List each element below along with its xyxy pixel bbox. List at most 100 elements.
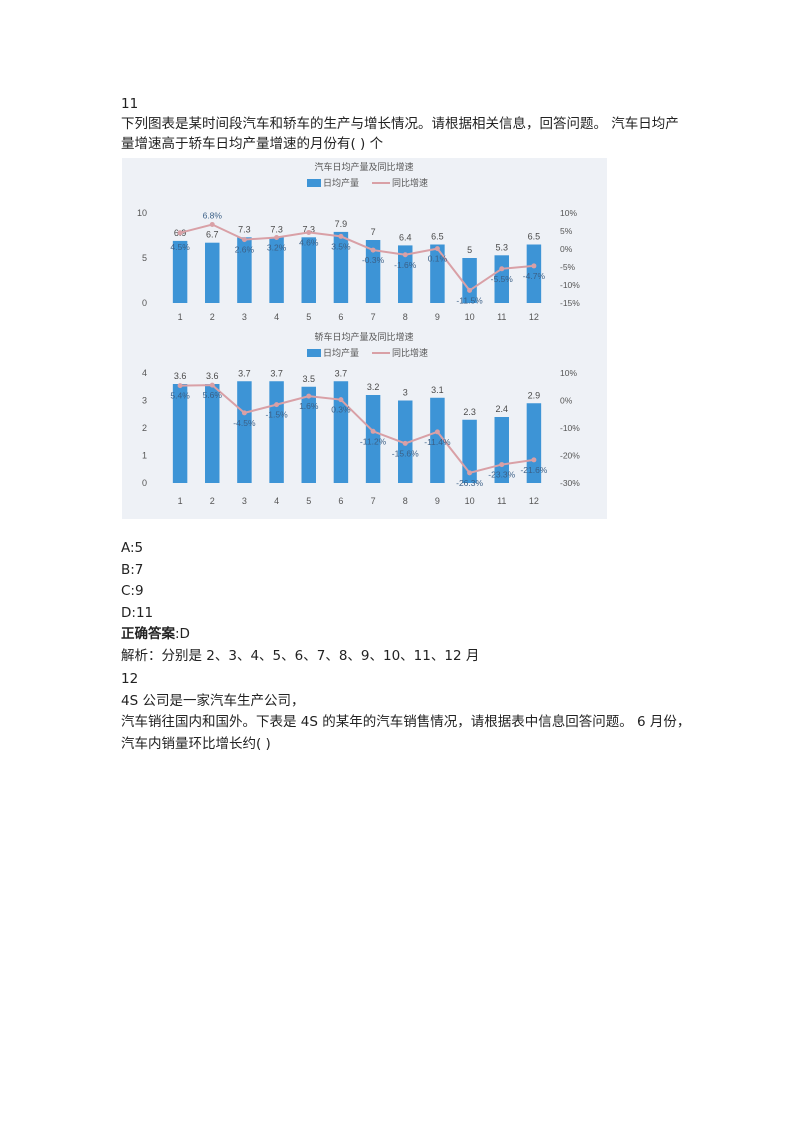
growth-point (209, 382, 215, 388)
bar (237, 381, 252, 483)
question-text: 下列图表是某时间段汽车和轿车的生产与增长情况。请根据相关信息，回答问题。 汽车日… (121, 116, 679, 152)
bar-value-label: 3.1 (431, 385, 444, 395)
option-b[interactable]: B:7 (121, 561, 144, 578)
y2-tick-label: 0% (560, 244, 573, 254)
x-tick-label: 11 (497, 496, 506, 506)
bar-value-label: 7.3 (238, 224, 251, 234)
option-d[interactable]: D:11 (121, 604, 154, 621)
growth-point (241, 410, 247, 416)
bar-value-label: 5 (467, 245, 472, 255)
y-tick-label: 0 (142, 478, 147, 488)
x-tick-label: 8 (403, 496, 408, 506)
y-tick-label: 10 (137, 208, 147, 218)
growth-value-label: -4.5% (233, 418, 256, 428)
bar-value-label: 7.3 (302, 224, 315, 234)
question-11: 11 下列图表是某时间段汽车和轿车的生产与增长情况。请根据相关信息，回答问题。 … (121, 94, 691, 154)
y-tick-label: 4 (142, 368, 147, 378)
growth-value-label: 3.2% (267, 242, 287, 252)
growth-value-label: 0.1% (428, 254, 448, 264)
x-tick-label: 7 (371, 312, 376, 322)
x-tick-label: 1 (178, 496, 183, 506)
bar (494, 255, 509, 303)
y-tick-label: 5 (142, 253, 147, 263)
bar-value-label: 3.6 (206, 371, 219, 381)
bar (398, 245, 413, 303)
bar (205, 242, 220, 303)
growth-value-label: -1.5% (265, 410, 288, 420)
question-number: 11 (121, 96, 139, 112)
y-tick-label: 1 (142, 451, 147, 461)
bar (172, 240, 188, 303)
bar-value-label: 2.9 (528, 390, 541, 400)
bar-value-label: 5.3 (495, 242, 508, 252)
x-tick-label: 5 (306, 496, 311, 506)
bar-value-label: 3.6 (174, 371, 187, 381)
growth-line (179, 223, 535, 292)
x-tick-label: 4 (274, 312, 279, 322)
growth-value-label: 4.6% (299, 237, 319, 247)
growth-point (467, 470, 473, 476)
growth-value-label: -23.3% (488, 470, 515, 480)
growth-point (370, 428, 376, 434)
growth-point (338, 397, 344, 403)
bar (237, 237, 252, 303)
x-tick-label: 3 (242, 496, 247, 506)
bar (333, 231, 349, 303)
option-c[interactable]: C:9 (121, 583, 144, 599)
x-tick-label: 7 (371, 496, 376, 506)
y2-tick-label: -10% (560, 280, 580, 290)
x-tick-label: 12 (529, 496, 539, 506)
bar (301, 237, 316, 303)
bar (269, 381, 284, 483)
x-tick-label: 10 (465, 312, 475, 322)
bar (205, 384, 220, 483)
bar-value-label: 7.9 (335, 219, 348, 229)
question-line: 4S 公司是一家汽车生产公司， (121, 692, 305, 709)
x-tick-label: 1 (178, 312, 183, 322)
growth-value-label: 5.6% (203, 390, 223, 400)
growth-value-label: 4.5% (170, 242, 190, 252)
option-a[interactable]: A:5 (121, 540, 144, 556)
growth-point (434, 246, 440, 252)
bar (301, 386, 316, 483)
growth-value-label: -4.7% (523, 271, 546, 281)
bar-value-label: 3.7 (270, 368, 283, 378)
growth-point (402, 252, 408, 258)
x-tick-label: 12 (529, 312, 539, 322)
growth-point (531, 263, 537, 269)
growth-point (370, 247, 376, 253)
bar-value-label: 7.3 (270, 224, 283, 234)
x-tick-label: 2 (210, 496, 215, 506)
legend-label: 日均产量 (323, 347, 359, 358)
growth-value-label: -15.6% (392, 448, 419, 458)
growth-point (274, 402, 280, 408)
growth-value-label: -26.3% (456, 478, 483, 488)
legend-bar-swatch (307, 179, 321, 187)
growth-value-label: 6.8% (203, 211, 223, 221)
growth-value-label: -11.4% (424, 437, 451, 447)
growth-value-label: -11.2% (360, 436, 387, 446)
growth-value-label: 2.6% (235, 245, 255, 255)
bar-value-label: 2.3 (463, 407, 476, 417)
question-text: 汽车销往国内和国外。下表是 4S 的某年的汽车销售情况，请根据表中信息回答问题。… (121, 714, 691, 752)
growth-point (177, 383, 183, 389)
y2-tick-label: -30% (560, 478, 580, 488)
growth-line (180, 384, 535, 474)
x-tick-label: 11 (497, 312, 506, 322)
growth-value-label: -5.5% (491, 274, 514, 284)
y-tick-label: 0 (142, 298, 147, 308)
x-tick-label: 10 (465, 496, 475, 506)
bar-value-label: 3.7 (238, 368, 251, 378)
bar-value-label: 6.7 (206, 230, 219, 240)
bar-value-label: 6.5 (528, 232, 541, 242)
growth-point (499, 462, 505, 468)
growth-point (306, 393, 312, 399)
y-tick-label: 3 (142, 396, 147, 406)
answer-label: 正确答案 (121, 626, 175, 642)
x-tick-label: 9 (435, 496, 440, 506)
growth-value-label: 1.6% (299, 401, 319, 411)
x-tick-label: 3 (242, 312, 247, 322)
chart-figure: 汽车日均产量及同比增速 日均产量 同比增速 0 5 10 -15% -10% -5% 0% 5% 10… (122, 158, 607, 519)
